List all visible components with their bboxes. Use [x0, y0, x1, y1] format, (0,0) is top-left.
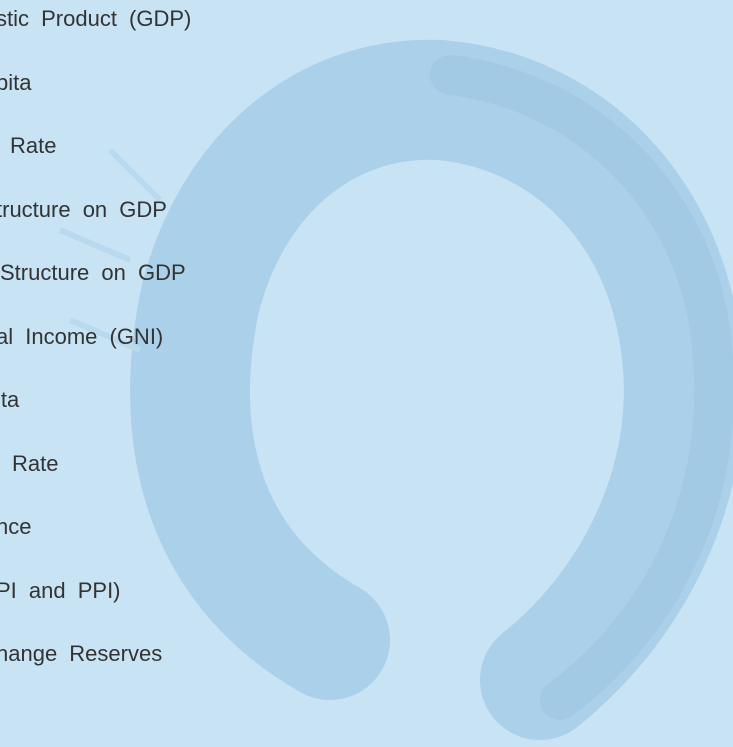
- menu-item[interactable]: PI and PPI): [0, 577, 121, 603]
- menu-item[interactable]: tructure on GDP: [0, 196, 167, 222]
- menu-item[interactable]: stic Product (GDP): [0, 6, 192, 31]
- menu-item[interactable]: Rate: [12, 450, 59, 476]
- menu-item[interactable]: pita: [0, 69, 32, 95]
- menu-item[interactable]: ita: [0, 387, 20, 412]
- menu-item[interactable]: nce: [0, 514, 32, 539]
- menu-item[interactable]: hange Reserves: [0, 641, 163, 666]
- menu-item[interactable]: al Income (GNI): [0, 323, 164, 349]
- menu-item[interactable]: Rate: [10, 133, 57, 158]
- menu-item[interactable]: Structure on GDP: [0, 260, 186, 285]
